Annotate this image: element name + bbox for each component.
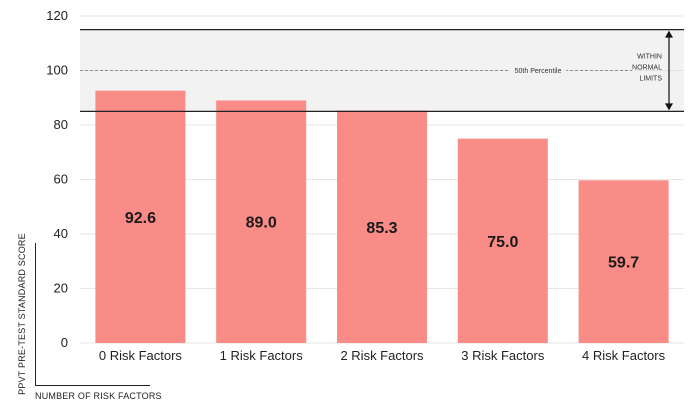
50th-percentile-label: 50th Percentile [515,68,562,75]
normal-limits-label-line-2: NORMAL [632,65,662,72]
normal-limits-label-line-1: WITHIN [637,54,662,61]
bar-value-label: 85.3 [366,220,397,237]
y-tick-label: 120 [46,8,68,23]
x-tick-label: 2 Risk Factors [340,348,424,363]
y-tick-label: 0 [61,335,68,350]
normal-limits-annotation: WITHIN NORMAL LIMITS [632,30,673,111]
x-axis-category-labels: 0 Risk Factors 1 Risk Factors 2 Risk Facto… [99,348,666,363]
x-tick-label: 3 Risk Factors [461,348,545,363]
y-tick-label: 100 [46,63,68,78]
bar-value-label: 92.6 [125,210,156,227]
x-tick-label: 1 Risk Factors [220,348,304,363]
x-axis-title: NUMBER OF RISK FACTORS [35,391,162,401]
bar [95,90,186,343]
bar-value-label: 75.0 [487,234,518,251]
bar [337,110,427,344]
bar [216,100,307,343]
normal-limits-arrow-up-icon [665,30,673,38]
bar-value-label: 59.7 [608,255,639,272]
normal-limits-label-line-3: LIMITS [639,76,662,83]
bar [457,138,548,343]
normal-limits-arrow-down-icon [665,103,673,111]
x-tick-label: 0 Risk Factors [99,348,183,363]
y-axis-ticks: 0 20 40 60 80 100 120 [46,8,68,350]
bar-value-label: 89.0 [246,215,277,232]
bars [95,90,669,344]
y-tick-label: 80 [54,117,68,132]
y-tick-label: 40 [54,226,68,241]
y-tick-label: 20 [54,281,68,296]
y-axis-title: PPVT PRE-TEST STANDARD SCORE [17,233,27,395]
bar [578,180,669,343]
y-tick-label: 60 [54,172,68,187]
value-labels: 92.6 89.0 85.3 75.0 59.7 [125,210,639,272]
x-tick-label: 4 Risk Factors [582,348,666,363]
50th-percentile-label-bg [510,65,566,76]
